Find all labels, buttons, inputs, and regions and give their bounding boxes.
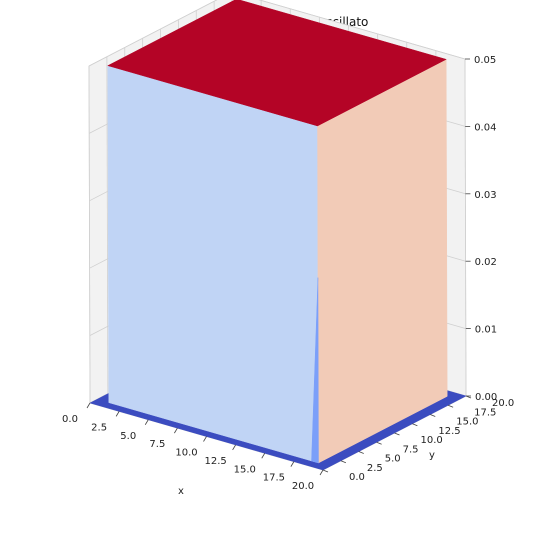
- x-tick-label: 15.0: [234, 464, 256, 475]
- x-tick-mark: [115, 411, 120, 417]
- z-tick-label: 0.00: [475, 392, 497, 403]
- y-tick-label: 0.0: [349, 472, 365, 483]
- x-tick-label: 0.0: [62, 414, 78, 425]
- x-tick-label: 5.0: [120, 431, 136, 442]
- x-tick-label: 17.5: [263, 473, 285, 484]
- y-tick-label: 17.5: [474, 407, 496, 418]
- z-tick-label: 0.04: [474, 122, 496, 133]
- grid-line-wall-y: [88, 65, 91, 404]
- x-tick-mark: [174, 427, 178, 434]
- y-tick-label: 10.0: [421, 435, 443, 446]
- y-tick-mark: [412, 423, 418, 427]
- grid-line-wall-x: [464, 58, 467, 397]
- x-tick-mark: [232, 444, 236, 451]
- y-tick-mark: [322, 469, 329, 473]
- x-tick-label: 20.0: [292, 481, 314, 492]
- y-tick-mark: [394, 432, 400, 436]
- x-tick-label: 12.5: [204, 456, 226, 467]
- x-tick-label: 2.5: [91, 422, 107, 433]
- tick-labels: 0.02.55.07.510.012.515.017.520.00.02.55.…: [62, 55, 514, 492]
- z-tick-label: 0.01: [475, 325, 497, 336]
- y-tick-label: 7.5: [403, 444, 419, 455]
- x-axis-label: x: [178, 486, 184, 497]
- x-tick-mark: [319, 469, 324, 476]
- y-tick-label: 20.0: [492, 398, 514, 409]
- y-tick-label: 5.0: [385, 454, 401, 465]
- y-tick-mark: [430, 414, 436, 417]
- surface-front-face: [107, 65, 319, 464]
- x-tick-mark: [290, 461, 295, 467]
- y-tick-label: 2.5: [367, 463, 383, 474]
- x-tick-mark: [144, 419, 149, 425]
- x-tick-label: 7.5: [149, 439, 165, 450]
- y-tick-mark: [376, 441, 382, 445]
- z-tick-label: 0.03: [474, 190, 496, 201]
- y-tick-mark: [358, 451, 364, 454]
- surface-top: [107, 0, 447, 127]
- surface: [89, 0, 467, 471]
- surface-edge-shade: [311, 277, 319, 464]
- x-tick-mark: [203, 436, 207, 442]
- grid-line-ywall-z: [258, 0, 466, 60]
- x-tick-mark: [86, 402, 91, 409]
- surface-right-face: [317, 59, 448, 464]
- x-tick-mark: [261, 453, 266, 459]
- z-tick-label: 0.05: [474, 55, 496, 66]
- z-tick-label: 0.02: [475, 257, 497, 268]
- y-tick-mark: [340, 460, 347, 464]
- y-axis-label: y: [429, 450, 435, 461]
- x-tick-label: 10.0: [175, 448, 197, 459]
- y-tick-label: 12.5: [438, 426, 460, 437]
- grid-line-xwall-z: [88, 0, 218, 67]
- grid-line-wall-y: [106, 56, 109, 394]
- y-tick-label: 15.0: [456, 417, 478, 428]
- y-tick-mark: [447, 404, 454, 408]
